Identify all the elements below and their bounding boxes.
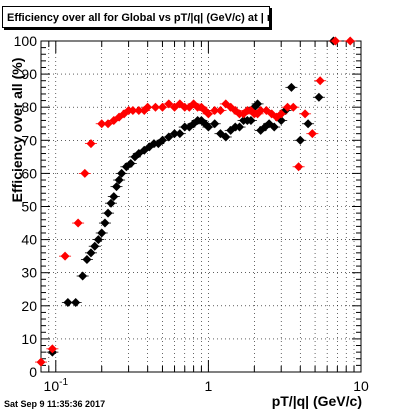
y-tick-label: 80 — [21, 99, 37, 115]
data-point — [36, 357, 46, 367]
chart-title: Efficiency over all for Global vs pT/|q|… — [2, 6, 270, 28]
data-point — [97, 228, 107, 238]
y-tick-label: 10 — [21, 331, 37, 347]
data-point — [60, 251, 70, 261]
data-point — [157, 135, 167, 145]
data-point — [121, 162, 131, 172]
data-point — [106, 198, 116, 208]
data-point — [300, 109, 310, 119]
data-point — [215, 106, 225, 116]
x-tick-label: 10-1 — [44, 377, 69, 394]
data-point — [103, 119, 113, 129]
data-point — [112, 182, 122, 192]
data-point — [269, 122, 279, 132]
y-axis-label: Efficiency over all (%) — [9, 58, 25, 203]
data-point — [235, 122, 245, 132]
x-axis-label: pT/|q| (GeV/c) — [272, 393, 362, 409]
y-tick-label: 0 — [29, 364, 37, 380]
data-point — [86, 248, 96, 258]
data-point — [288, 102, 298, 112]
data-point — [117, 168, 127, 178]
data-point — [315, 76, 325, 86]
data-point — [103, 208, 113, 218]
data-point — [203, 109, 213, 119]
data-point — [126, 158, 136, 168]
data-point — [295, 135, 305, 145]
series-1 — [35, 36, 357, 367]
data-point — [150, 102, 160, 112]
y-tick-label: 70 — [21, 132, 37, 148]
data-point — [253, 99, 263, 109]
data-point — [97, 119, 107, 129]
data-point — [86, 139, 96, 149]
data-point — [82, 254, 92, 264]
data-point — [164, 132, 174, 142]
data-point — [143, 102, 153, 112]
y-tick-label: 100 — [14, 33, 38, 49]
data-point — [78, 271, 88, 281]
grid-lines — [41, 41, 361, 372]
data-point — [157, 102, 167, 112]
data-point — [73, 218, 83, 228]
x-tick-label: 10 — [353, 378, 369, 394]
data-point — [109, 192, 119, 202]
timestamp: Sat Sep 9 11:35:36 2017 — [4, 399, 106, 409]
data-point — [203, 122, 213, 132]
data-point — [47, 344, 57, 354]
data-point — [114, 175, 124, 185]
data-point — [276, 109, 286, 119]
y-tick-label: 30 — [21, 265, 37, 281]
data-point — [71, 297, 81, 307]
x-tick-label: 1 — [204, 378, 212, 394]
data-point — [90, 241, 100, 251]
y-tick-label: 60 — [21, 165, 37, 181]
y-tick-label: 40 — [21, 232, 37, 248]
data-point — [256, 125, 266, 135]
y-tick-label: 20 — [21, 298, 37, 314]
data-point — [93, 235, 103, 245]
data-point — [226, 125, 236, 135]
data-point — [164, 99, 174, 109]
y-tick-label: 90 — [21, 66, 37, 82]
data-point — [175, 129, 185, 139]
data-point — [221, 132, 231, 142]
data-point — [80, 168, 90, 178]
data-point — [210, 119, 220, 129]
data-point — [246, 115, 256, 125]
data-point — [286, 82, 296, 92]
y-tick-label: 50 — [21, 199, 37, 215]
series-0 — [46, 36, 340, 357]
data-point — [330, 36, 340, 46]
data-point — [314, 92, 324, 102]
data-point — [100, 218, 110, 228]
data-point — [63, 297, 73, 307]
data-point — [294, 162, 304, 172]
data-point — [303, 119, 313, 129]
axis-ticks: 0 10 20 30 40 50 60 70 80 90 100 10-1 1 10 — [14, 33, 369, 394]
data-point — [307, 129, 317, 139]
data-points — [35, 36, 357, 367]
data-point — [345, 36, 355, 46]
